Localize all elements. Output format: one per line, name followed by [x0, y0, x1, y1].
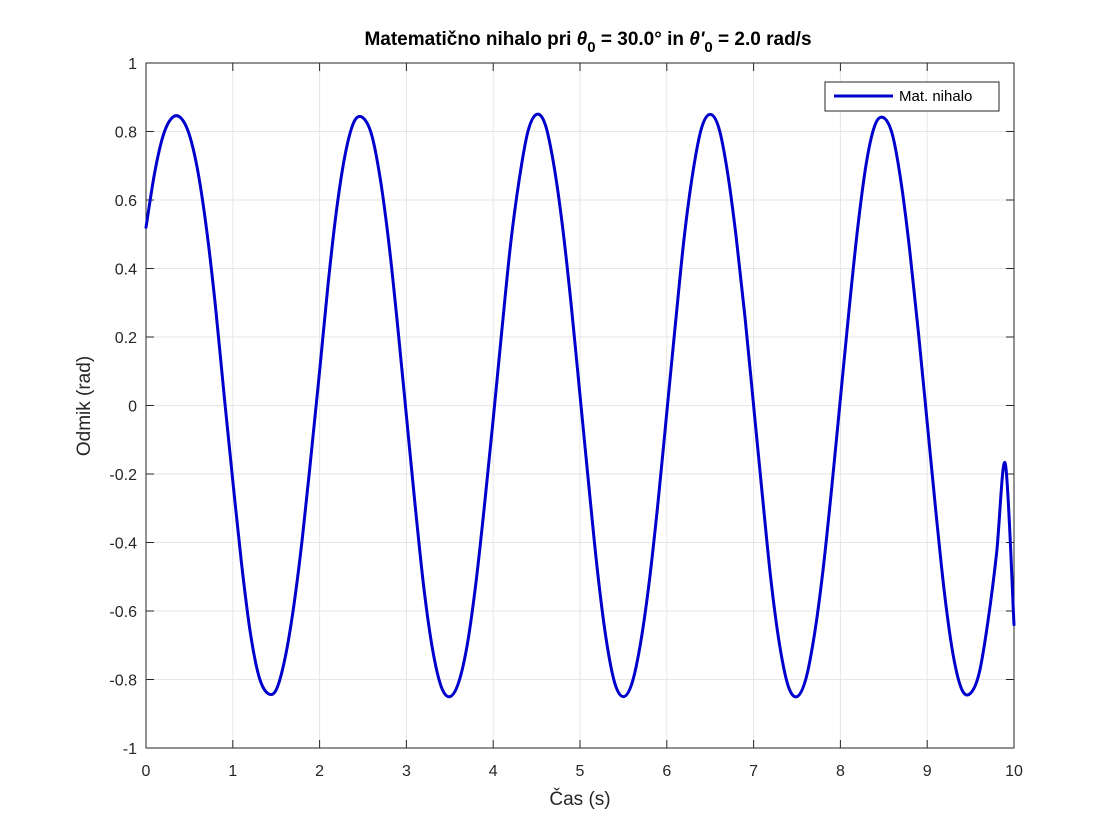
y-tick-label: -0.8	[109, 673, 137, 690]
y-tick-label: 0.8	[115, 125, 137, 142]
title-prefix: Matematično nihalo pri	[364, 29, 576, 50]
y-tick-label: 0	[128, 399, 137, 416]
y-tick-label: -0.6	[109, 604, 137, 621]
y-tick-labels: -1 -0.8 -0.6 -0.4 -0.2 0 0.2 0.4 0.6 0.8 1	[109, 56, 137, 758]
x-tick-label: 3	[402, 763, 411, 780]
x-tick-label: 4	[489, 763, 498, 780]
title-theta-prime: θ'	[689, 29, 706, 50]
x-tick-label: 7	[749, 763, 758, 780]
series-line	[144, 112, 1016, 699]
title-subscript-zero-2: 0	[704, 39, 712, 56]
y-tick-label: 0.6	[115, 193, 137, 210]
legend-label: Mat. nihalo	[899, 88, 972, 105]
x-tick-label: 1	[228, 763, 237, 780]
x-tick-label: 0	[142, 763, 151, 780]
y-tick-label: -0.2	[109, 467, 137, 484]
tick-marks	[145, 62, 1015, 749]
title-subscript-zero: 0	[587, 39, 595, 56]
y-axis-label: Odmik (rad)	[74, 356, 95, 456]
x-tick-label: 5	[576, 763, 585, 780]
x-tick-label: 8	[836, 763, 845, 780]
y-tick-label: -0.4	[109, 536, 137, 553]
chart-title: Matematično nihalo pri θ0 = 30.0° in θ'0…	[364, 29, 811, 56]
x-tick-labels: 0 1 2 3 4 5 6 7 8 9 10	[142, 763, 1023, 780]
y-tick-label: 1	[128, 56, 137, 73]
y-tick-label: 0.4	[115, 262, 137, 279]
x-tick-label: 2	[315, 763, 324, 780]
y-tick-label: -1	[123, 741, 137, 758]
title-theta-symbol: θ	[577, 29, 588, 50]
title-mid: = 30.0° in	[596, 29, 690, 50]
x-tick-label: 9	[923, 763, 932, 780]
x-tick-label: 6	[662, 763, 671, 780]
x-axis-label: Čas (s)	[549, 788, 610, 810]
y-tick-label: 0.2	[115, 330, 137, 347]
title-suffix: = 2.0 rad/s	[713, 29, 812, 50]
x-tick-label: 10	[1005, 763, 1023, 780]
legend[interactable]: Mat. nihalo	[824, 81, 1000, 112]
